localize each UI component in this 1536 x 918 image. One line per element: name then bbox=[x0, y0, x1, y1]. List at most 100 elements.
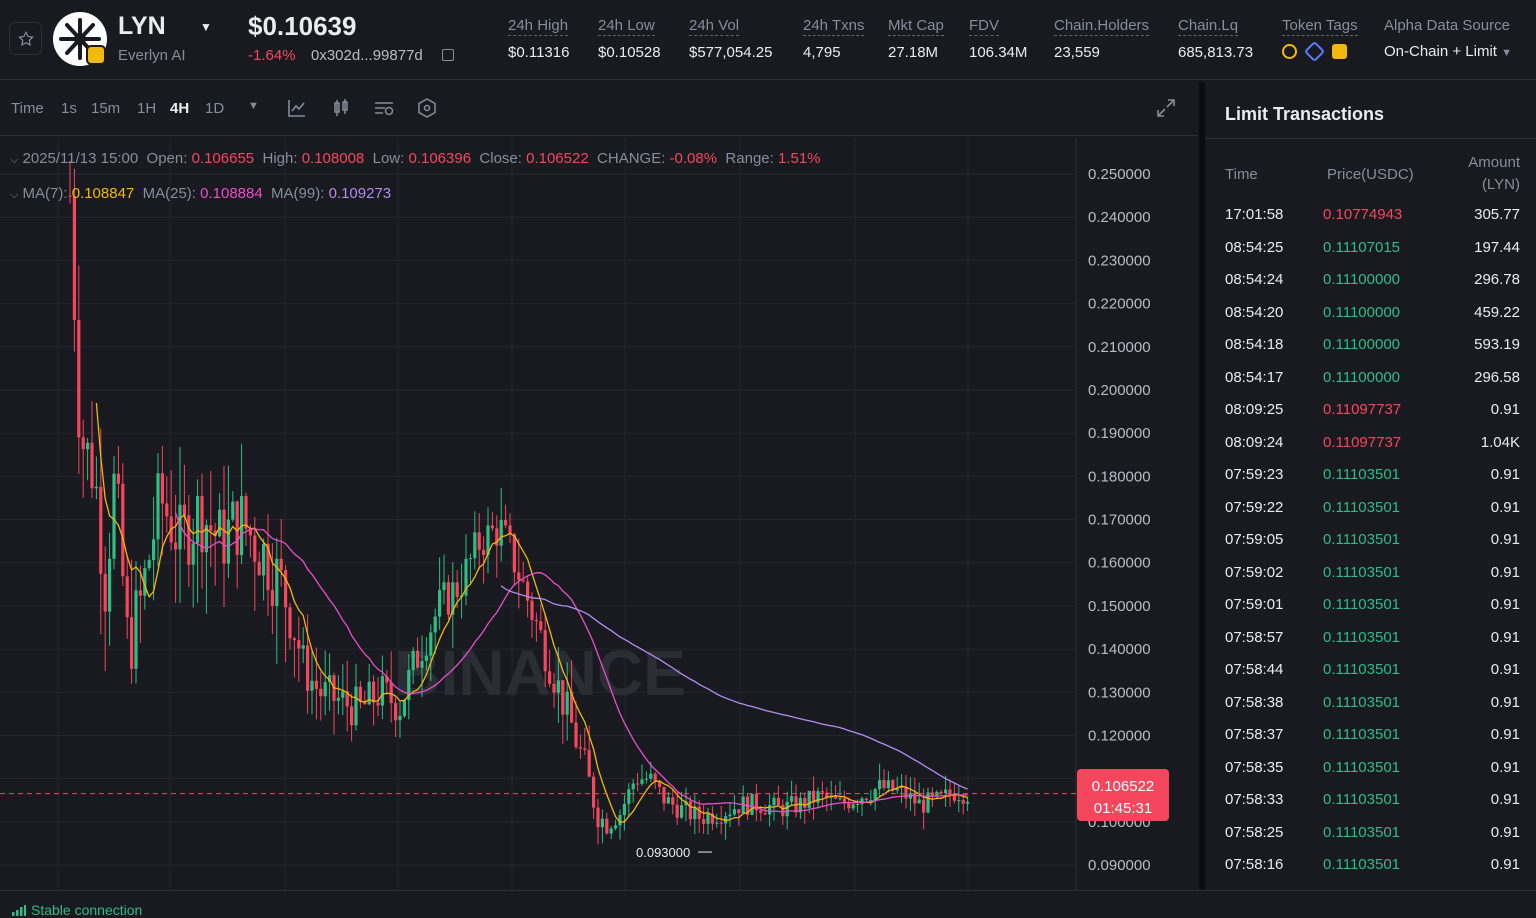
candle-body bbox=[570, 691, 574, 723]
token-symbol[interactable]: LYN bbox=[118, 12, 166, 40]
chevron-down-icon[interactable]: ▼ bbox=[200, 20, 212, 34]
line-chart-icon[interactable] bbox=[286, 97, 308, 119]
candle-body bbox=[939, 791, 943, 794]
transaction-row[interactable]: 07:58:35 0.11103501 0.91 bbox=[1205, 759, 1536, 791]
tab-time[interactable]: Time bbox=[11, 100, 44, 117]
bnb-icon[interactable] bbox=[1332, 44, 1347, 59]
transaction-row[interactable]: 07:58:25 0.11103501 0.91 bbox=[1205, 824, 1536, 856]
panel-divider[interactable] bbox=[1199, 82, 1205, 890]
candle-body bbox=[842, 798, 846, 804]
candle-body bbox=[292, 638, 296, 641]
transaction-row[interactable]: 07:58:57 0.11103501 0.91 bbox=[1205, 629, 1536, 661]
transaction-row[interactable]: 07:58:37 0.11103501 0.91 bbox=[1205, 726, 1536, 758]
favorite-button[interactable] bbox=[9, 22, 42, 55]
contract-address: 0x302d...99877d bbox=[311, 47, 423, 64]
tx-price: 0.11100000 bbox=[1323, 271, 1401, 288]
col-amount-label: Amount bbox=[1468, 154, 1520, 171]
chevron-down-icon[interactable]: ⌵ bbox=[10, 189, 19, 201]
expand-icon[interactable] bbox=[1155, 97, 1177, 119]
ma-info: ⌵ MA(7): 0.108847 MA(25): 0.108884 MA(99… bbox=[10, 185, 391, 202]
tab-1d[interactable]: 1D bbox=[205, 100, 225, 117]
tx-time: 08:54:18 bbox=[1225, 336, 1284, 353]
ohlc-range-label: Range: bbox=[725, 150, 774, 167]
transaction-row[interactable]: 08:54:25 0.11107015 197.44 bbox=[1205, 239, 1536, 271]
candle-body bbox=[693, 806, 697, 820]
y-tick-label: 0.240000 bbox=[1088, 209, 1151, 226]
candle-body bbox=[367, 681, 371, 705]
candle-body bbox=[468, 558, 472, 560]
candle-body bbox=[662, 786, 666, 804]
chevron-down-icon: ▼ bbox=[1501, 47, 1513, 59]
transaction-row[interactable]: 07:58:38 0.11103501 0.91 bbox=[1205, 694, 1536, 726]
candlestick-chart[interactable]: 0.250000 0.240000 0.230000 0.220000 0.210000… bbox=[0, 137, 1198, 890]
tab-15m[interactable]: 15m bbox=[91, 100, 121, 117]
ohlc-open-label: Open: bbox=[146, 150, 188, 167]
transaction-row[interactable]: 08:54:18 0.11100000 593.19 bbox=[1205, 336, 1536, 368]
indicators-icon[interactable] bbox=[373, 97, 395, 119]
data-source-selector[interactable]: Alpha Data Source On-Chain + Limit ▼ bbox=[1384, 17, 1512, 60]
tab-1h[interactable]: 1H bbox=[137, 100, 157, 117]
candle-body bbox=[372, 681, 376, 703]
transaction-row[interactable]: 07:58:44 0.11103501 0.91 bbox=[1205, 661, 1536, 693]
transaction-row[interactable]: 07:58:33 0.11103501 0.91 bbox=[1205, 791, 1536, 823]
transaction-row[interactable]: 08:54:17 0.11100000 296.58 bbox=[1205, 369, 1536, 401]
transaction-row[interactable]: 08:54:24 0.11100000 296.78 bbox=[1205, 271, 1536, 303]
ma7-label: MA(7): bbox=[22, 185, 68, 202]
transaction-row[interactable]: 08:09:24 0.11097737 1.04K bbox=[1205, 434, 1536, 466]
transaction-row[interactable]: 08:54:20 0.11100000 459.22 bbox=[1205, 304, 1536, 336]
candle-body bbox=[477, 532, 481, 550]
settings-hex-icon[interactable] bbox=[416, 97, 438, 119]
tx-price: 0.11103501 bbox=[1323, 596, 1401, 613]
stat-24h-vol: 24h Vol $577,054.25 bbox=[689, 17, 772, 61]
tx-price: 0.11103501 bbox=[1323, 726, 1401, 743]
transaction-row[interactable]: 17:01:58 0.10774943 305.77 bbox=[1205, 206, 1536, 238]
y-tick-label: 0.130000 bbox=[1088, 684, 1151, 701]
transaction-row[interactable]: 07:59:05 0.11103501 0.91 bbox=[1205, 531, 1536, 563]
tab-1s[interactable]: 1s bbox=[61, 100, 77, 117]
trophy-icon[interactable] bbox=[1282, 44, 1297, 59]
y-tick-label: 0.200000 bbox=[1088, 382, 1151, 399]
candle-body bbox=[680, 805, 684, 818]
y-tick-label: 0.170000 bbox=[1088, 512, 1151, 529]
transaction-row[interactable]: 08:09:25 0.11097737 0.91 bbox=[1205, 401, 1536, 433]
candlestick-icon[interactable] bbox=[330, 97, 352, 119]
candle-body bbox=[284, 570, 288, 608]
link-icon[interactable] bbox=[1303, 40, 1326, 63]
col-amount-unit: (LYN) bbox=[1481, 176, 1520, 193]
transaction-row[interactable]: 07:59:22 0.11103501 0.91 bbox=[1205, 499, 1536, 531]
divider bbox=[1205, 138, 1536, 139]
ma7-value: 0.108847 bbox=[71, 185, 135, 202]
transaction-row[interactable]: 07:59:23 0.11103501 0.91 bbox=[1205, 466, 1536, 498]
stat-mkt-cap: Mkt Cap 27.18M bbox=[888, 17, 944, 61]
candle-body bbox=[952, 795, 956, 801]
transaction-row[interactable]: 07:58:16 0.11103501 0.91 bbox=[1205, 856, 1536, 888]
candle-body bbox=[917, 799, 921, 804]
price-chart[interactable]: 0.250000 0.240000 0.230000 0.220000 0.210000… bbox=[0, 137, 1198, 890]
stat-label: Alpha Data Source bbox=[1384, 17, 1510, 34]
tab-4h[interactable]: 4H bbox=[170, 100, 190, 117]
candle-body bbox=[204, 525, 208, 553]
candle-body bbox=[200, 496, 204, 553]
interval-dropdown-icon[interactable]: ▼ bbox=[248, 100, 259, 112]
tx-price: 0.11103501 bbox=[1323, 856, 1401, 873]
transaction-row[interactable]: 07:59:01 0.11103501 0.91 bbox=[1205, 596, 1536, 628]
tx-time: 07:59:01 bbox=[1225, 596, 1284, 613]
candle-body bbox=[165, 503, 169, 517]
candle-body bbox=[160, 473, 164, 504]
candle-body bbox=[174, 542, 178, 550]
tx-price: 0.11100000 bbox=[1323, 368, 1401, 386]
tx-time: 07:58:44 bbox=[1225, 661, 1284, 678]
copy-icon[interactable] bbox=[442, 49, 454, 61]
stat-label: Chain.Holders bbox=[1054, 17, 1150, 36]
candle-body bbox=[666, 797, 670, 804]
stat-24h-high: 24h High $0.11316 bbox=[508, 17, 569, 61]
candle-body bbox=[323, 682, 327, 697]
chevron-down-icon[interactable]: ⌵ bbox=[10, 154, 19, 166]
candle-body bbox=[257, 561, 261, 576]
candle-body bbox=[504, 519, 508, 526]
candle-body bbox=[358, 686, 362, 702]
transaction-row[interactable]: 07:59:02 0.11103501 0.91 bbox=[1205, 564, 1536, 596]
token-header bbox=[0, 0, 1536, 80]
price-change: -1.64% bbox=[248, 47, 296, 64]
candle-body bbox=[143, 568, 147, 596]
